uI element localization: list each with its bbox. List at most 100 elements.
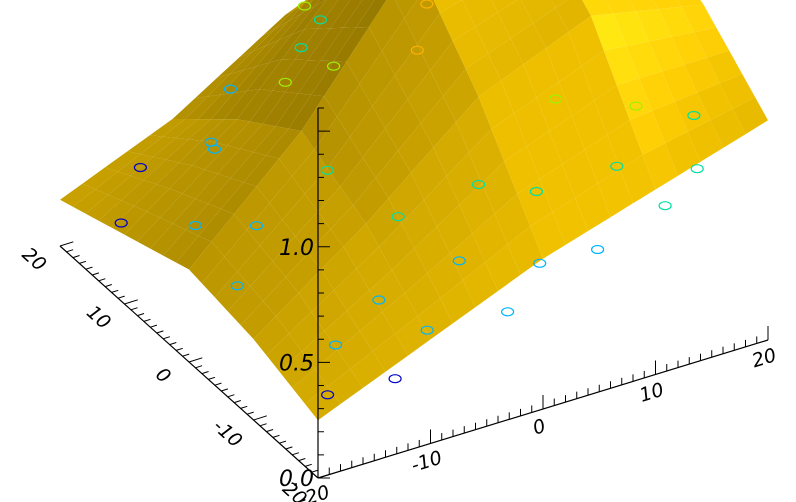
surface-facet [304,168,341,212]
surface-facet [292,368,328,404]
y-tick [137,313,145,317]
surface-facet [684,57,720,93]
scatter-point [610,161,624,171]
surface-facet [346,27,382,84]
surface-facet [324,310,360,350]
surface-facet [414,226,450,274]
surface-facet [629,110,666,155]
scatter-point [249,221,264,231]
surface-facet [298,269,334,312]
surface-facet [98,200,135,228]
surface-facet [240,28,276,57]
surface-facet [130,156,167,181]
surface-facet [162,119,199,138]
scatter-point [133,162,147,173]
surface-facet [439,0,476,42]
surface-facet [143,159,180,185]
y-tick [169,342,177,346]
surface-facet [192,142,228,170]
surface-facet [462,0,498,27]
scatter-point [629,101,643,111]
y-tick [259,423,267,427]
surface-facet [291,0,327,35]
surface-facet [263,277,299,316]
surface-facet [485,244,521,291]
surface-facet [530,212,566,259]
y-tick [240,405,248,409]
y-tick [188,357,203,363]
surface-facet [327,137,363,187]
surface-facet [324,61,360,117]
surface-facet [343,223,379,269]
surface-facet [320,27,357,62]
surface-facet [571,100,608,150]
surface-facet [652,0,681,10]
surface-facet [150,223,186,256]
surface-facet [250,261,286,302]
surface-facet [497,0,534,39]
surface-facet [661,64,698,102]
surface-facet [436,204,473,254]
surface-facet [279,130,315,177]
surface-facet [375,150,411,199]
surface-facet [285,253,321,293]
scatter-point [294,42,308,53]
x-tick-label: -10 [409,447,445,477]
surface-facet [732,97,768,135]
y-tick [233,400,241,404]
surface-facet [591,13,627,51]
y-tick [156,330,164,334]
surface-facet [140,136,176,157]
surface-facet [298,60,334,95]
surface-facet [172,96,208,119]
surface-facet [340,157,376,206]
surface-facet [272,236,309,278]
surface-facet [597,169,633,218]
surface-facet [330,0,363,29]
surface-facet [449,233,486,281]
surface-facet [282,193,318,237]
y-tick [304,463,312,467]
surface-facet [188,119,225,141]
surface-facet [259,59,295,91]
surface-facet [249,90,286,124]
y-tick-label: 10 [82,301,115,334]
surface-facet [336,83,373,138]
surface-facet [211,214,247,257]
y-tick [208,376,216,380]
scatter-point [452,256,466,266]
surface-facet [629,0,659,12]
surface-facet [243,155,279,187]
y-tick-label: 0 [151,363,175,387]
surface-facet [671,32,707,65]
y-tick [285,446,293,450]
surface-facet [446,152,482,205]
y-tick [59,241,74,247]
surface-facet [465,53,501,97]
surface-facet [636,9,672,42]
surface-facet [185,94,221,120]
y-tick [201,371,209,375]
surface-facet [420,96,456,148]
surface-facet [372,75,408,129]
surface-facet [221,182,257,215]
surface-facet [305,386,341,421]
surface-facet [552,197,588,245]
surface-facet [105,151,141,172]
surface-facet [359,51,395,107]
surface-facet [648,36,685,72]
surface-facet [658,6,694,37]
surface-facet [620,154,656,204]
y-tick [117,295,125,299]
surface-facet [317,186,354,230]
surface-facet [607,120,643,170]
surface-facet [208,178,244,209]
surface-facet [278,6,315,41]
surface-facet [333,27,369,62]
surface-facet [356,0,387,28]
surface-facet [513,97,550,147]
surface-facet [301,330,338,369]
surface-facet [295,211,331,254]
surface-facet [459,183,495,234]
